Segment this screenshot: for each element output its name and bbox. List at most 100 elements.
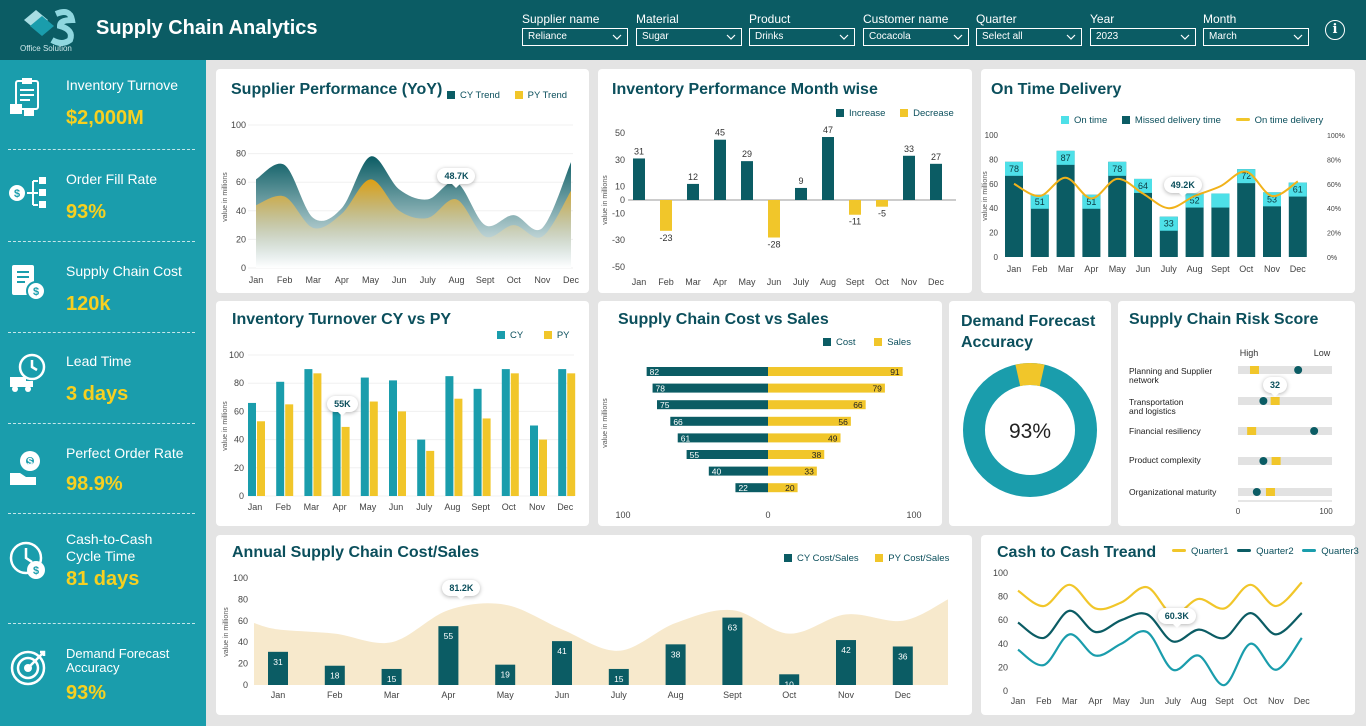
low-label: Low xyxy=(1314,348,1331,358)
risk-score-chart[interactable]: High Low Planning and Supplier network Trans… xyxy=(1118,301,1355,526)
data-label: 61 xyxy=(1293,185,1303,195)
x-tick-label: Mar xyxy=(304,502,320,512)
ontime-bar xyxy=(1030,194,1049,209)
risk-item-label: Planning and Supplier network xyxy=(1129,366,1212,385)
y-tick-label: 60 xyxy=(238,616,248,626)
py-cost-area xyxy=(254,599,948,685)
ontime-bar xyxy=(1108,161,1127,176)
legend-label: On time xyxy=(1074,115,1108,126)
risk-bar xyxy=(1265,488,1275,496)
ontime-bar xyxy=(1159,216,1178,231)
x-tick-label: Mar xyxy=(1062,696,1078,706)
py-bar xyxy=(257,421,265,496)
cy-cost-bar xyxy=(268,651,288,685)
data-label: 10 xyxy=(784,679,794,689)
x-tick-label: Feb xyxy=(327,690,343,700)
x-tick-label: July xyxy=(793,277,810,287)
risk-track xyxy=(1238,488,1332,496)
kpi-value: 81 days xyxy=(66,568,140,590)
x-tick-label: Apr xyxy=(335,275,349,285)
svg-text:$: $ xyxy=(33,565,39,577)
kpi-cash-to-cash-cycle-time: $ Cash-to-Cash Cycle Time 81 days xyxy=(8,514,195,624)
risk-tooltip: 32 xyxy=(1263,377,1288,397)
chevron-down-icon xyxy=(726,34,736,40)
y-tick-label: 60 xyxy=(234,406,244,416)
data-label: 75 xyxy=(660,400,670,410)
supplier-area-chart[interactable]: 0 20 40 60 80 100 value in millions Jan Feb Mar Ap… xyxy=(216,69,589,293)
cost-bar xyxy=(657,400,768,410)
gear-hand-icon: $ xyxy=(10,451,40,485)
risk-dot xyxy=(1310,427,1319,435)
label-line: Transportation xyxy=(1129,397,1184,407)
chevron-down-icon xyxy=(953,34,963,40)
filter-dropdown[interactable]: March xyxy=(1203,28,1309,46)
filter-value: Sugar xyxy=(642,31,669,42)
x-tick-label: Jun xyxy=(767,277,782,287)
legend-label: Quarter3 xyxy=(1321,546,1359,557)
cost-bar xyxy=(646,367,768,376)
inventory-month-bar-chart[interactable]: -50 -30 -10 0 10 30 50 value in millions 31 -23 12… xyxy=(598,69,972,293)
x-tick-label: May xyxy=(359,502,377,512)
legend-label: On time delivery xyxy=(1254,115,1324,126)
bar xyxy=(876,200,888,207)
filter-dropdown[interactable]: Cocacola xyxy=(863,28,969,46)
app-title: Supply Chain Analytics xyxy=(96,17,318,39)
x-tick-label: Sept xyxy=(476,275,495,285)
card-title: Inventory Turnover CY vs PY xyxy=(232,311,452,328)
data-label: 22 xyxy=(738,483,748,493)
data-label: 33 xyxy=(1164,219,1174,229)
y-tick-label: 0 xyxy=(243,680,248,690)
data-label: -11 xyxy=(849,217,861,227)
filter-dropdown[interactable]: Select all xyxy=(976,28,1082,46)
svg-text:$: $ xyxy=(27,457,33,468)
x-tick-label: Sept xyxy=(471,502,490,512)
info-icon[interactable]: i xyxy=(1325,20,1345,40)
risk-bar xyxy=(1249,366,1259,374)
missed-bar xyxy=(1134,178,1152,257)
missed-bar xyxy=(1005,161,1023,257)
legend-label: Quarter1 xyxy=(1191,546,1229,557)
kpi-label: Inventory Turnove xyxy=(66,77,179,93)
y-tick-label: 80 xyxy=(989,155,998,164)
x-tick-label: Dec xyxy=(557,502,574,512)
inventory-turnover-chart[interactable]: 0 20 40 60 80 100 value in millions Jan Feb Mar Ap… xyxy=(216,301,589,526)
annual-cost-sales-chart[interactable]: 0 20 40 60 80 100 value in millions 31 18 15 55 19 4… xyxy=(216,535,972,715)
kpi-value: 98.9% xyxy=(66,473,123,495)
on-time-delivery-chart[interactable]: 0 20 40 60 80 100 0% 20% 40% 60% 80% 100% value in m… xyxy=(981,69,1355,293)
risk-dot xyxy=(1259,457,1268,465)
cash-to-cash-line-chart[interactable]: 0 20 40 60 80 100 Jan Feb Mar Apr May Jun July Aug Sep… xyxy=(981,535,1355,715)
chart-legend: CY Trend PY Trend xyxy=(447,90,579,101)
filter-dropdown[interactable]: Reliance xyxy=(522,28,628,46)
supplier-tooltip: 48.7K xyxy=(437,168,476,189)
x-tick-label: Oct xyxy=(875,277,890,287)
cy-cost-bar xyxy=(779,674,800,685)
x-tick-label: May xyxy=(497,690,515,700)
legend-label: PY Cost/Sales xyxy=(888,553,950,564)
filter-dropdown[interactable]: Sugar xyxy=(636,28,742,46)
filter-value: Drinks xyxy=(755,31,784,42)
card-title: Inventory Performance Month wise xyxy=(612,81,878,98)
missed-bar xyxy=(1082,194,1101,257)
x-tick-label: May xyxy=(1109,264,1127,274)
kpi-label: Perfect Order Rate xyxy=(66,445,184,461)
x-tick-label: Oct xyxy=(782,690,797,700)
card-title: On Time Delivery xyxy=(991,81,1122,98)
x-tick-label: July xyxy=(416,502,433,512)
bar xyxy=(822,137,834,200)
missed-bar xyxy=(1288,182,1307,257)
chart-legend: CY Cost/Sales PY Cost/Sales xyxy=(784,553,949,564)
kpi-label: Supply Chain Cost xyxy=(66,263,182,279)
data-label: 55 xyxy=(444,631,454,641)
chevron-down-icon xyxy=(1293,34,1303,40)
py-bar xyxy=(341,426,350,496)
y-tick-label: -10 xyxy=(612,208,625,218)
forecast-donut-chart[interactable]: 93% xyxy=(949,301,1111,526)
cy-cost-bar xyxy=(324,665,345,685)
y-tick-label: 80 xyxy=(238,594,248,604)
filter-dropdown[interactable]: 2023 xyxy=(1090,28,1196,46)
filter-dropdown[interactable]: Drinks xyxy=(749,28,855,46)
y-tick-label: 60 xyxy=(236,177,246,187)
cy-bar xyxy=(417,439,426,496)
filter-month: Month March xyxy=(1203,12,1309,46)
